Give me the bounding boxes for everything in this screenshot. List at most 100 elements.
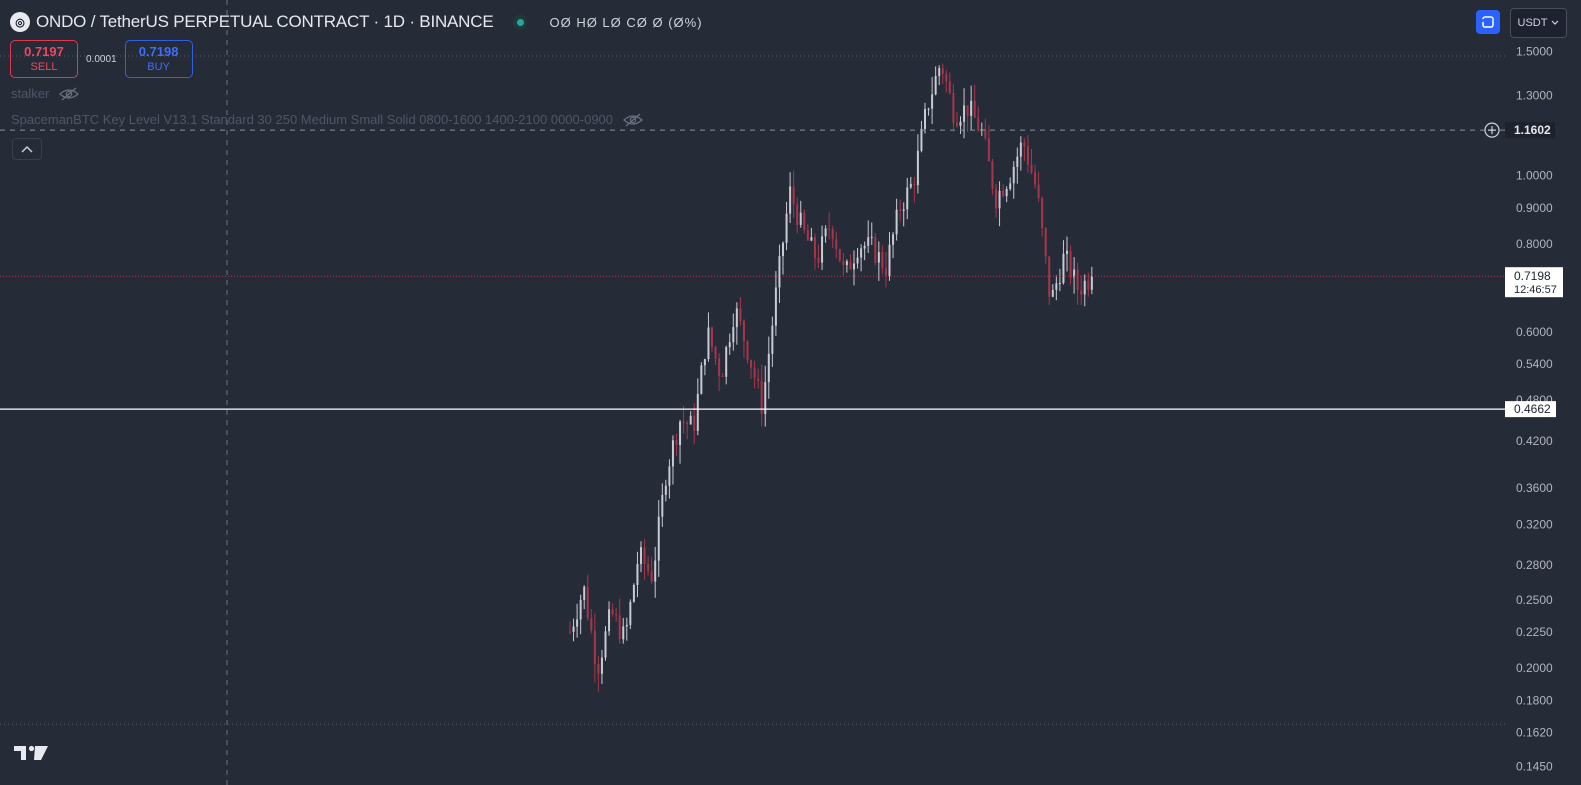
- candle: [870, 222, 873, 245]
- candle: [1048, 256, 1051, 306]
- candle: [1062, 240, 1065, 285]
- candle: [625, 617, 628, 641]
- price-tick-label: 0.9000: [1516, 201, 1553, 215]
- candle: [640, 541, 642, 573]
- hidden-eye-icon[interactable]: [59, 87, 80, 101]
- symbol-title[interactable]: ONDO / TetherUS PERPETUAL CONTRACT · 1D …: [36, 12, 494, 31]
- candle: [792, 170, 795, 219]
- candle: [1002, 184, 1005, 198]
- candle: [831, 225, 834, 249]
- indicator-name: stalker: [11, 86, 50, 101]
- candle: [998, 181, 1001, 227]
- candle: [739, 296, 742, 326]
- candle: [796, 197, 799, 234]
- candle: [920, 120, 923, 153]
- trade-panel: 0.7197 SELL 0.0001 0.7198 BUY: [10, 40, 193, 78]
- tradingview-logo-icon[interactable]: [13, 743, 49, 763]
- currency-select[interactable]: USDT: [1510, 8, 1567, 38]
- buy-button[interactable]: 0.7198 BUY: [124, 40, 193, 78]
- horizontal-line-price-label: 0.4662: [1514, 402, 1551, 416]
- price-tick-label: 0.2500: [1516, 593, 1553, 607]
- candle: [902, 202, 905, 227]
- candle: [604, 626, 607, 661]
- candle: [945, 70, 948, 93]
- candle: [1016, 147, 1019, 184]
- candle: [813, 233, 816, 271]
- price-tick-label: 0.5400: [1516, 357, 1553, 371]
- candle: [668, 459, 671, 499]
- candle: [860, 244, 863, 272]
- candle: [661, 483, 664, 527]
- crosshair-price-tag: [1505, 122, 1555, 139]
- price-tick-label: 0.8000: [1516, 237, 1553, 251]
- chevron-down-icon: [1552, 20, 1559, 25]
- candle: [1030, 148, 1033, 175]
- candle: [987, 125, 990, 162]
- candle: [966, 105, 969, 132]
- candle: [735, 302, 738, 345]
- indicator-spaceman[interactable]: SpacemanBTC Key Level V13.1 Standard 30 …: [11, 112, 643, 127]
- candle: [1019, 136, 1022, 171]
- candle: [689, 411, 692, 425]
- sell-price: 0.7197: [24, 44, 64, 59]
- price-tick-label: 0.2800: [1516, 558, 1553, 572]
- buy-price: 0.7198: [138, 44, 179, 59]
- market-status-icon[interactable]: [513, 15, 528, 29]
- candle: [778, 244, 781, 304]
- candle: [824, 225, 827, 243]
- price-tick-label: 0.2000: [1516, 661, 1553, 675]
- hidden-eye-icon[interactable]: [623, 113, 643, 127]
- candle: [1005, 186, 1008, 203]
- candle: [842, 252, 845, 276]
- candle: [927, 107, 930, 116]
- sell-label: SELL: [30, 61, 58, 73]
- price-tick-label: 0.1620: [1516, 726, 1553, 740]
- candle: [643, 539, 646, 580]
- candle: [838, 248, 841, 263]
- candle: [764, 365, 767, 427]
- sync-button[interactable]: [1476, 10, 1500, 34]
- collapse-legend-button[interactable]: [12, 138, 42, 160]
- chart-header: ◎ ONDO / TetherUS PERPETUAL CONTRACT · 1…: [10, 10, 703, 34]
- candle: [803, 209, 806, 234]
- candle: [821, 225, 824, 270]
- last-price-label: 0.7198: [1514, 269, 1551, 283]
- candle: [650, 557, 653, 585]
- candle: [1023, 138, 1026, 161]
- candle: [597, 655, 600, 692]
- candle: [877, 241, 880, 281]
- candle: [1066, 236, 1068, 272]
- horizontal-line-price-tag: [1505, 401, 1556, 418]
- candle: [1080, 275, 1083, 306]
- candle: [671, 435, 674, 485]
- candle: [1009, 177, 1012, 191]
- candle: [679, 419, 682, 464]
- sell-button[interactable]: 0.7197 SELL: [10, 40, 78, 78]
- ondo-logo-icon: ◎: [10, 12, 30, 32]
- price-tick-label: 0.3200: [1516, 517, 1553, 531]
- candle: [1058, 268, 1061, 292]
- candle: [629, 599, 632, 630]
- indicator-stalker[interactable]: stalker: [11, 86, 80, 101]
- candle: [938, 65, 941, 86]
- candle: [970, 85, 973, 131]
- candle: [1069, 245, 1072, 285]
- crosshair-price-label: 1.1602: [1514, 123, 1551, 137]
- candle: [973, 84, 976, 118]
- candle: [757, 368, 760, 389]
- candle: [916, 134, 919, 194]
- candle: [1037, 172, 1040, 202]
- candle: [991, 158, 994, 195]
- candle: [899, 199, 902, 222]
- sync-icon: [1481, 16, 1494, 28]
- price-tick-label: 1.3000: [1516, 88, 1553, 102]
- candle: [782, 241, 784, 275]
- candle: [785, 201, 788, 251]
- price-tick-label: 0.1450: [1516, 760, 1553, 774]
- candle: [572, 618, 575, 642]
- candle: [1076, 262, 1079, 305]
- candle: [583, 585, 586, 610]
- price-tick-label: 0.2250: [1516, 625, 1553, 639]
- candle: [867, 220, 870, 253]
